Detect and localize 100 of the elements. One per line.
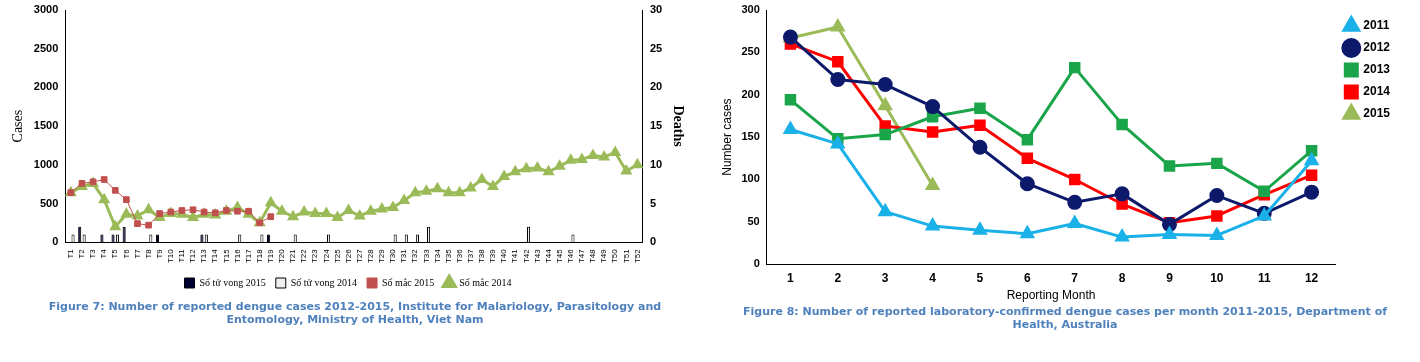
x-tick-label: 3: [881, 270, 889, 285]
x-tick-label: T15: [221, 248, 231, 264]
x-tick-label: T20: [277, 248, 287, 264]
y-tick-label: 50: [747, 214, 760, 227]
y-tick-label: 3000: [33, 3, 59, 16]
y-tick-label: 1500: [33, 119, 59, 132]
x-tick-label: T26: [343, 248, 353, 264]
x-tick-label: T43: [532, 248, 542, 264]
x-tick-label: T50: [610, 248, 620, 264]
y2-tick-label: 25: [649, 41, 663, 54]
y-tick-label: 250: [741, 45, 760, 58]
x-tick-label: T24: [321, 248, 331, 264]
x-tick-label: 5: [976, 270, 984, 285]
legend-label: 2011: [1363, 18, 1390, 33]
x-tick-label: 4: [929, 270, 937, 285]
y2-tick-label: 5: [649, 196, 657, 209]
x-tick-label: T35: [443, 248, 453, 264]
legend-label: 2013: [1363, 62, 1391, 77]
x-tick-label: T41: [510, 248, 520, 264]
y-tick-label: 2000: [33, 80, 59, 93]
x-tick-label: T6: [121, 248, 131, 259]
x-tick-label: T19: [266, 248, 275, 264]
x-tick-label: T7: [132, 248, 142, 259]
legend-label: 2012: [1363, 40, 1391, 55]
legend-label: 2015: [1363, 106, 1391, 121]
x-tick-label: 9: [1166, 270, 1174, 285]
legend-label: Số mắc 2014: [459, 276, 512, 288]
legend-label: Số tử vong 2015: [199, 276, 266, 288]
x-tick-label: T5: [110, 248, 120, 259]
x-tick-label: T9: [154, 248, 164, 259]
x-tick-label: T39: [488, 248, 498, 264]
x-tick-label: T12: [188, 248, 198, 264]
y-tick-label: 300: [741, 3, 760, 16]
x-tick-label: T36: [454, 248, 464, 264]
x-tick-label: T14: [210, 248, 220, 264]
y-axis-title: Cases: [10, 109, 26, 143]
x-tick-label: T10: [166, 248, 176, 264]
x-tick-label: T46: [565, 248, 575, 264]
y2-tick-label: 10: [649, 157, 663, 170]
x-axis-title: Reporting Month: [1006, 288, 1096, 303]
x-tick-label: T51: [621, 248, 631, 264]
y2-tick-label: 0: [649, 235, 657, 248]
x-tick-label: T28: [365, 248, 375, 264]
y-axis-title: Number cases: [719, 98, 734, 176]
x-tick-label: 12: [1304, 270, 1319, 285]
x-tick-label: T16: [232, 248, 242, 264]
x-tick-label: T11: [177, 248, 187, 263]
x-tick-label: 10: [1210, 270, 1224, 285]
x-tick-label: T18: [254, 248, 264, 264]
caption: Figure 8: Number of reported laboratory-confirmed dengue cases per month 2011-2015, Department of Health, Australia: [742, 305, 1388, 331]
x-tick-label: T47: [577, 248, 587, 264]
y2-tick-label: 15: [649, 119, 663, 132]
x-tick-label: T37: [465, 248, 475, 264]
y-tick-label: 200: [741, 87, 760, 100]
x-tick-label: T25: [332, 248, 342, 264]
x-tick-label: T31: [399, 248, 409, 264]
legend-label: Số mắc 2015: [382, 276, 435, 288]
x-tick-label: T21: [288, 248, 298, 264]
x-tick-label: T33: [421, 248, 431, 264]
x-tick-label: T45: [554, 248, 564, 264]
legend-label: Số tử vong 2014: [290, 276, 358, 288]
x-tick-label: T29: [377, 248, 387, 264]
x-tick-label: T49: [599, 248, 609, 264]
x-tick-label: 6: [1024, 270, 1031, 285]
x-tick-label: 7: [1071, 270, 1079, 285]
caption: Figure 7: Number of reported dengue cases 2012-2015, Institute for Malariology, Parasitology and Entomology, Ministry of Health, Viet Nam: [47, 300, 663, 326]
y-tick-label: 0: [52, 235, 59, 248]
x-tick-label: T2: [77, 248, 87, 259]
x-tick-label: 1: [787, 270, 795, 285]
y-tick-label: 500: [39, 196, 59, 209]
x-tick-label: 2: [834, 270, 842, 285]
x-tick-label: T30: [388, 248, 398, 264]
y-tick-label: 100: [741, 172, 760, 185]
x-tick-label: 8: [1118, 270, 1126, 285]
y-tick-label: 150: [741, 130, 760, 143]
x-tick-label: T23: [310, 248, 320, 264]
y-tick-label: 2500: [33, 41, 59, 54]
y2-axis-title: Deaths: [670, 105, 686, 148]
y-tick-label: 1000: [33, 157, 59, 170]
x-tick-label: T1: [66, 248, 76, 259]
y2-tick-label: 20: [649, 80, 663, 93]
legend-label: 2014: [1363, 84, 1391, 99]
x-tick-label: T34: [432, 248, 442, 264]
y-tick-label: 0: [753, 257, 760, 270]
x-tick-label: T17: [243, 248, 253, 264]
x-tick-label: T22: [299, 248, 309, 264]
x-tick-label: T32: [410, 248, 420, 264]
x-tick-label: T52: [632, 248, 642, 264]
x-tick-label: T27: [354, 248, 364, 264]
x-tick-label: T3: [88, 248, 98, 259]
x-tick-label: T4: [99, 248, 109, 259]
x-tick-label: T48: [588, 248, 598, 264]
x-tick-label: T40: [499, 248, 509, 264]
x-tick-label: T42: [521, 248, 531, 264]
x-tick-label: T13: [199, 248, 209, 264]
x-tick-label: 11: [1257, 270, 1271, 285]
x-tick-label: T38: [477, 248, 487, 264]
x-tick-label: T8: [143, 248, 153, 259]
x-tick-label: T44: [543, 248, 553, 264]
y2-tick-label: 30: [649, 3, 663, 16]
